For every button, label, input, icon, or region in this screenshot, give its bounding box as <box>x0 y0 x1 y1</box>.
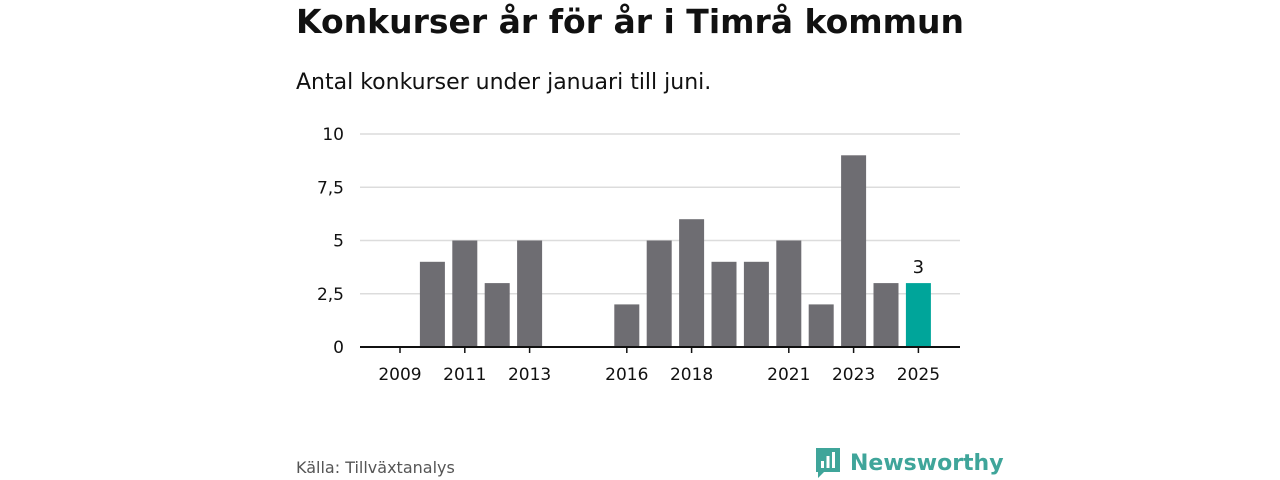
y-tick-label: 0 <box>333 338 344 358</box>
y-tick-label: 7,5 <box>317 178 344 198</box>
x-tick-label: 2016 <box>605 365 648 385</box>
bar-2013 <box>517 240 543 347</box>
data-label-2025: 3 <box>913 257 924 278</box>
newsworthy-chart-icon <box>816 448 840 478</box>
bar-2012 <box>484 283 510 347</box>
y-tick-label: 5 <box>333 232 344 252</box>
bar-2016 <box>614 304 640 347</box>
bar-2022 <box>808 304 834 347</box>
chart-subtitle: Antal konkurser under januari till juni. <box>296 70 712 95</box>
x-tick-label: 2023 <box>832 365 875 385</box>
x-tick-label: 2021 <box>767 365 810 385</box>
bar-2025 <box>905 283 931 347</box>
bar-2021 <box>776 240 802 347</box>
y-tick-label: 2,5 <box>317 285 344 305</box>
source-credit: Källa: Tillväxtanalys <box>296 458 455 477</box>
newsworthy-logo: Newsworthy <box>814 446 1004 480</box>
x-tick-label: 2013 <box>508 365 551 385</box>
x-tick-label: 2025 <box>897 365 940 385</box>
bar-2018 <box>679 219 705 347</box>
y-tick-label: 10 <box>322 125 344 145</box>
bar-2010 <box>419 261 445 347</box>
x-tick-label: 2018 <box>670 365 713 385</box>
bar-2011 <box>452 240 478 347</box>
bar-2023 <box>841 155 867 347</box>
bar-2024 <box>873 283 899 347</box>
bar-2020 <box>743 261 769 347</box>
x-tick-label: 2011 <box>443 365 486 385</box>
logo-text: Newsworthy <box>850 450 1004 476</box>
chart-title: Konkurser år för år i Timrå kommun <box>296 2 965 41</box>
bar-2019 <box>711 261 737 347</box>
x-tick-label: 2009 <box>378 365 421 385</box>
bar-2017 <box>646 240 672 347</box>
